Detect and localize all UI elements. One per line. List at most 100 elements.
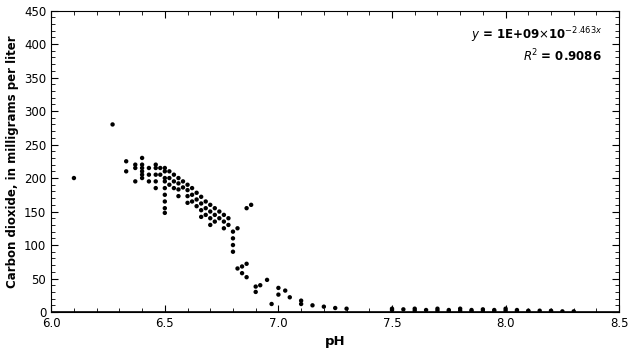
Point bbox=[187, 199, 197, 204]
Point bbox=[178, 178, 188, 184]
Point bbox=[455, 306, 465, 312]
Point bbox=[160, 165, 170, 171]
Point bbox=[196, 201, 206, 206]
Point bbox=[173, 175, 183, 181]
Point bbox=[467, 309, 477, 314]
Point bbox=[546, 309, 556, 314]
Point bbox=[210, 219, 220, 224]
Point bbox=[155, 165, 165, 171]
Point bbox=[151, 165, 161, 171]
Point bbox=[108, 122, 118, 127]
Point bbox=[285, 295, 295, 300]
Point bbox=[160, 169, 170, 174]
Point bbox=[262, 277, 272, 283]
Point bbox=[205, 202, 216, 208]
Point bbox=[187, 185, 197, 191]
Point bbox=[478, 307, 488, 312]
Point bbox=[546, 308, 556, 314]
Point bbox=[160, 199, 170, 204]
Point bbox=[205, 215, 216, 221]
Point bbox=[219, 212, 229, 218]
Point bbox=[489, 307, 500, 313]
Point bbox=[410, 306, 420, 312]
X-axis label: pH: pH bbox=[325, 336, 346, 348]
Point bbox=[178, 184, 188, 190]
Point bbox=[523, 308, 533, 314]
Point bbox=[144, 172, 154, 177]
Point bbox=[255, 282, 265, 288]
Point bbox=[169, 178, 179, 184]
Point bbox=[512, 307, 522, 313]
Point bbox=[169, 185, 179, 191]
Point bbox=[228, 235, 238, 241]
Point bbox=[137, 165, 147, 171]
Point bbox=[500, 308, 510, 314]
Point bbox=[467, 307, 477, 313]
Point bbox=[164, 169, 174, 174]
Point bbox=[137, 175, 147, 181]
Point bbox=[210, 212, 220, 218]
Point bbox=[137, 162, 147, 167]
Point bbox=[489, 309, 500, 314]
Point bbox=[387, 306, 397, 312]
Point bbox=[160, 210, 170, 216]
Point bbox=[237, 264, 247, 269]
Point bbox=[200, 199, 210, 204]
Point bbox=[196, 207, 206, 213]
Point bbox=[523, 309, 533, 314]
Point bbox=[250, 289, 261, 295]
Point bbox=[219, 225, 229, 231]
Point bbox=[183, 193, 193, 199]
Point bbox=[233, 225, 243, 231]
Point bbox=[191, 203, 202, 209]
Point bbox=[478, 309, 488, 314]
Point bbox=[130, 165, 140, 171]
Point bbox=[444, 309, 454, 314]
Point bbox=[173, 181, 183, 186]
Point bbox=[223, 222, 233, 228]
Point bbox=[169, 172, 179, 177]
Point bbox=[160, 185, 170, 191]
Point bbox=[432, 308, 443, 314]
Point bbox=[280, 288, 290, 293]
Point bbox=[214, 209, 224, 215]
Point bbox=[121, 159, 131, 164]
Point bbox=[569, 309, 579, 314]
Point bbox=[151, 172, 161, 177]
Point bbox=[160, 175, 170, 181]
Point bbox=[330, 305, 340, 311]
Point bbox=[173, 193, 183, 199]
Point bbox=[410, 308, 420, 314]
Text: $\mathit{y}$ = 1E+09$\times$10$^{-2.463\mathit{x}}$
$\mathit{R}$$^2$ = 0.9086: $\mathit{y}$ = 1E+09$\times$10$^{-2.463\… bbox=[471, 25, 602, 64]
Point bbox=[196, 214, 206, 220]
Point bbox=[233, 266, 243, 271]
Point bbox=[296, 298, 306, 303]
Point bbox=[223, 215, 233, 221]
Point bbox=[273, 285, 283, 291]
Point bbox=[398, 307, 408, 312]
Point bbox=[69, 175, 79, 181]
Point bbox=[246, 202, 256, 208]
Point bbox=[228, 249, 238, 255]
Y-axis label: Carbon dioxide, in milligrams per liter: Carbon dioxide, in milligrams per liter bbox=[6, 35, 18, 287]
Point bbox=[160, 205, 170, 211]
Point bbox=[137, 169, 147, 174]
Point bbox=[173, 187, 183, 192]
Point bbox=[421, 307, 431, 313]
Point bbox=[137, 155, 147, 161]
Point bbox=[455, 308, 465, 314]
Point bbox=[155, 172, 165, 177]
Point bbox=[228, 242, 238, 248]
Point bbox=[183, 182, 193, 188]
Point bbox=[534, 308, 545, 314]
Point bbox=[151, 185, 161, 191]
Point bbox=[151, 162, 161, 167]
Point bbox=[160, 192, 170, 198]
Point bbox=[196, 194, 206, 200]
Point bbox=[144, 165, 154, 171]
Point bbox=[273, 292, 283, 297]
Point bbox=[228, 229, 238, 234]
Point bbox=[250, 284, 261, 290]
Point bbox=[164, 182, 174, 188]
Point bbox=[387, 307, 397, 313]
